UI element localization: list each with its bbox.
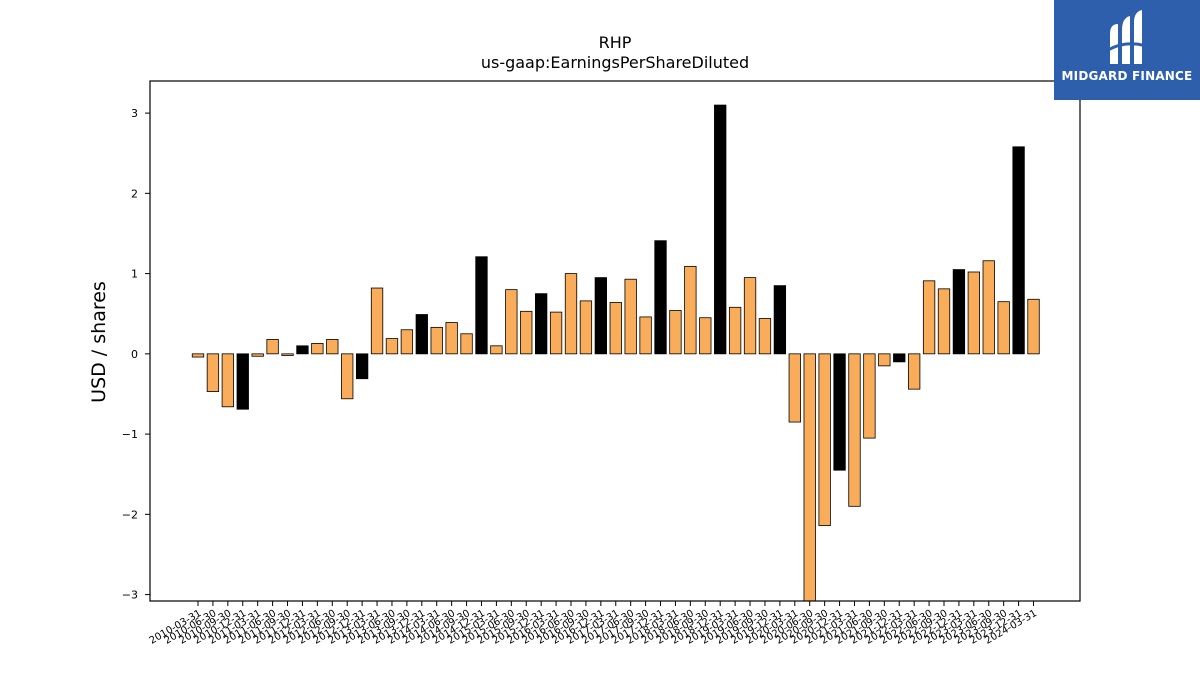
bar bbox=[490, 345, 503, 355]
y-tick-label: −1 bbox=[122, 428, 138, 441]
bar bbox=[535, 293, 548, 355]
bar bbox=[833, 353, 846, 471]
bar bbox=[952, 269, 966, 355]
y-tick-label: 0 bbox=[131, 348, 138, 361]
bar bbox=[564, 273, 578, 355]
y-tick-label: 3 bbox=[131, 107, 138, 120]
bar bbox=[624, 278, 637, 355]
bar bbox=[206, 353, 220, 392]
bar bbox=[982, 260, 995, 355]
y-axis: −3 −2 −1 0 1 2 3 bbox=[122, 107, 150, 602]
bar bbox=[430, 326, 443, 355]
bar bbox=[505, 289, 518, 355]
bar bbox=[281, 353, 294, 356]
bar bbox=[1027, 298, 1040, 355]
bar bbox=[355, 353, 369, 380]
bar bbox=[669, 310, 682, 355]
bar bbox=[445, 322, 458, 355]
bar bbox=[967, 271, 980, 355]
chart-title: RHP bbox=[599, 33, 632, 52]
bar bbox=[296, 345, 309, 355]
bar bbox=[908, 353, 921, 390]
bar bbox=[758, 318, 772, 355]
bar bbox=[549, 311, 563, 355]
bar bbox=[326, 338, 339, 355]
bar bbox=[579, 300, 593, 355]
bar bbox=[922, 280, 936, 355]
y-tick-label: 1 bbox=[131, 268, 138, 281]
brand-logo: MIDGARD FINANCE bbox=[1054, 0, 1200, 100]
bar bbox=[341, 353, 354, 400]
bar bbox=[236, 353, 249, 410]
bar bbox=[803, 353, 816, 602]
x-axis: 2010-03-312010-06-302010-09-302010-12-31… bbox=[148, 601, 1039, 647]
bar bbox=[311, 343, 324, 355]
logo-icon bbox=[1107, 10, 1147, 64]
logo-text: MIDGARD FINANCE bbox=[1061, 69, 1193, 83]
bar bbox=[520, 310, 533, 355]
y-tick-label: 2 bbox=[131, 187, 138, 200]
bar bbox=[639, 316, 652, 355]
bar bbox=[594, 277, 607, 355]
bar bbox=[191, 353, 205, 358]
bar bbox=[370, 287, 384, 355]
bar bbox=[385, 338, 399, 355]
bar bbox=[654, 240, 667, 355]
bar bbox=[893, 353, 906, 363]
y-axis-label: USD / shares bbox=[88, 281, 110, 403]
bar bbox=[460, 333, 473, 355]
bar bbox=[863, 353, 876, 439]
chart-subtitle: us-gaap:EarningsPerShareDiluted bbox=[481, 53, 749, 72]
plot-frame bbox=[149, 80, 1081, 602]
bar bbox=[699, 317, 712, 355]
bar bbox=[415, 314, 428, 355]
bar bbox=[728, 306, 742, 355]
bar bbox=[878, 353, 891, 367]
bar bbox=[714, 104, 727, 355]
bar bbox=[221, 353, 234, 408]
bar bbox=[684, 265, 697, 355]
bar bbox=[609, 302, 622, 355]
y-tick-label: −3 bbox=[122, 589, 138, 602]
bar bbox=[997, 301, 1010, 355]
bar bbox=[788, 353, 801, 423]
bars-group bbox=[191, 104, 1040, 602]
bar bbox=[251, 353, 264, 357]
bar bbox=[937, 288, 951, 355]
bar bbox=[773, 285, 787, 355]
y-tick-label: −2 bbox=[122, 508, 138, 521]
bar bbox=[818, 353, 831, 526]
bar bbox=[266, 338, 279, 355]
bar bbox=[848, 353, 861, 507]
bar bbox=[743, 277, 757, 355]
bar bbox=[400, 329, 414, 355]
bar bbox=[1012, 146, 1025, 355]
bar bbox=[475, 256, 488, 355]
